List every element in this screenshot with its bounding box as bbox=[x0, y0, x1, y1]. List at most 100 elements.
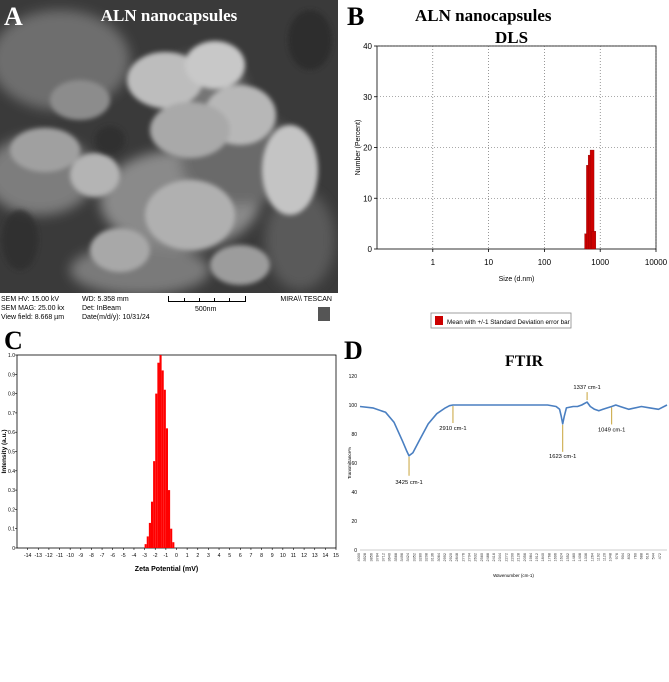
zeta-ylabel: Intensity (a.u.) bbox=[1, 429, 8, 473]
zeta-xtick-label: 12 bbox=[301, 553, 307, 559]
dls-legend-label: Mean with +/-1 Standard Deviation error … bbox=[447, 319, 570, 326]
ftir-xtick-label: 3928 bbox=[363, 553, 367, 561]
panel-c-zeta: C 0 0.1 0.2 0.3 0.4 0.5 0.6 0.7 0.8 0.9 1.0 -14 -13-… bbox=[0, 326, 340, 586]
dls-xtick-label: 100 bbox=[538, 258, 552, 267]
zeta-ytick-label: 0.6 bbox=[8, 430, 15, 436]
ftir-spectrum-line bbox=[359, 401, 668, 457]
zeta-bar bbox=[150, 501, 154, 548]
ftir-xtick-label: 2488 bbox=[486, 553, 490, 561]
zeta-xtick-label: 7 bbox=[249, 553, 252, 559]
ftir-xtick-label: 2344 bbox=[498, 553, 502, 561]
sem-info-column-2: WD: 5.358 mm Det: InBeam Date(m/d/y): 10… bbox=[82, 295, 150, 322]
zeta-bar bbox=[167, 490, 171, 548]
zeta-xtick-label: -7 bbox=[100, 553, 105, 559]
sem-detector: Det: InBeam bbox=[82, 305, 121, 312]
sem-date: Date(m/d/y): 10/31/24 bbox=[82, 314, 150, 321]
ftir-xtick-label: 1624 bbox=[560, 553, 564, 561]
ftir-xtick-label: 2200 bbox=[511, 553, 515, 561]
zeta-ytick-label: 0 bbox=[12, 546, 15, 552]
zeta-bar bbox=[165, 428, 168, 548]
zeta-xtick-label: -13 bbox=[35, 553, 43, 559]
zeta-xtick-label: -1 bbox=[164, 553, 169, 559]
ftir-xtick-label: 1480 bbox=[572, 553, 576, 561]
ftir-ytick-label: 20 bbox=[351, 519, 357, 525]
ftir-xtick-label: 2776 bbox=[461, 553, 465, 561]
panel-b-letter: B bbox=[347, 2, 365, 31]
zeta-xtick-label: 0 bbox=[175, 553, 178, 559]
ftir-xtick-label: 3064 bbox=[437, 553, 441, 561]
ftir-title: FTIR bbox=[505, 353, 544, 370]
panel-c-letter: C bbox=[4, 326, 23, 355]
panel-a-sem: A ALN nanocapsules SEM HV: 15.00 kV SEM … bbox=[0, 0, 338, 326]
zeta-bar bbox=[144, 544, 147, 548]
ftir-xtick-label: 1408 bbox=[578, 553, 582, 561]
dls-ytick-label: 0 bbox=[368, 245, 373, 254]
dls-xtick-label: 1000 bbox=[591, 258, 609, 267]
zeta-xtick-label: 1 bbox=[186, 553, 189, 559]
zeta-xtick-label: 15 bbox=[333, 553, 339, 559]
ftir-xtick-label: 832 bbox=[627, 553, 631, 559]
ftir-xtick-label: 472 bbox=[658, 553, 662, 559]
zeta-ytick-label: 0.9 bbox=[8, 372, 15, 378]
zeta-xtick-label: -10 bbox=[66, 553, 74, 559]
zeta-xtick-label: 13 bbox=[312, 553, 318, 559]
ftir-xtick-label: 2272 bbox=[504, 553, 508, 561]
zeta-xtick-label: -4 bbox=[132, 553, 137, 559]
ftir-xtick-label: 616 bbox=[646, 553, 650, 559]
ftir-xtick-label: 1336 bbox=[584, 553, 588, 561]
ftir-xtick-label: 1768 bbox=[547, 553, 551, 561]
zeta-xtick-label: 5 bbox=[228, 553, 231, 559]
ftir-xtick-label: 1696 bbox=[553, 553, 557, 561]
zeta-xtick-label: 10 bbox=[280, 553, 286, 559]
dls-ytick-label: 30 bbox=[363, 93, 372, 102]
zeta-chart: 00.10.20.30.40.50.60.70.80.91.0-14 -13 -12… bbox=[1, 353, 339, 573]
zeta-ytick-label: 1.0 bbox=[8, 353, 15, 359]
zeta-xtick-label: -9 bbox=[78, 553, 83, 559]
sem-view-field: View field: 8.668 µm bbox=[1, 314, 65, 321]
zeta-bar bbox=[146, 536, 149, 548]
ftir-ytick-label: 0 bbox=[354, 548, 357, 554]
zeta-ytick-label: 0.3 bbox=[8, 488, 15, 494]
sem-scale-label: 500nm bbox=[195, 306, 217, 313]
ftir-xtick-label: 3784 bbox=[375, 553, 379, 561]
ftir-xtick-label: 2416 bbox=[492, 553, 496, 561]
zeta-xlabel: Zeta Potential (mV) bbox=[135, 566, 198, 573]
ftir-xlabel: Wavenumber (cm-1) bbox=[493, 573, 534, 578]
zeta-xtick-label: 4 bbox=[218, 553, 221, 559]
dls-title-line1: ALN nanocapsules bbox=[415, 6, 552, 25]
ftir-xtick-label: 1912 bbox=[535, 553, 539, 561]
ftir-xtick-label: 3352 bbox=[412, 553, 416, 561]
sem-hv: SEM HV: 15.00 kV bbox=[1, 296, 60, 303]
panel-d-ftir: D FTIR 0 20 40 60 80 100 120 4000 3928 3856 3784 37… bbox=[340, 336, 669, 581]
ftir-xtick-label: 2704 bbox=[468, 553, 472, 561]
ftir-xtick-label: 760 bbox=[633, 553, 637, 559]
dls-title-line2: DLS bbox=[495, 28, 529, 47]
zeta-bar bbox=[155, 393, 158, 548]
zeta-xtick-label: -5 bbox=[121, 553, 126, 559]
ftir-xtick-label: 976 bbox=[615, 553, 619, 559]
dls-ylabel: Number (Percent) bbox=[355, 120, 362, 176]
ftir-annotation-label: 1623 cm-1 bbox=[549, 454, 576, 460]
zeta-bar bbox=[161, 370, 164, 548]
zeta-xtick-label: 11 bbox=[291, 553, 296, 559]
ftir-ytick-label: 60 bbox=[351, 461, 357, 467]
dls-ytick-label: 40 bbox=[363, 42, 372, 51]
zeta-xtick-label: -3 bbox=[142, 553, 147, 559]
dls-ytick-label: 10 bbox=[363, 194, 372, 203]
sem-scale-bar bbox=[168, 296, 246, 302]
ftir-xtick-label: 2848 bbox=[455, 553, 459, 561]
dls-xlabel: Size (d.nm) bbox=[499, 276, 535, 283]
dls-legend-box bbox=[430, 312, 572, 329]
panel-b-dls: B ALN nanocapsules DLS 0 10 20 30 40 1 10 100 10… bbox=[340, 0, 669, 333]
ftir-ytick-label: 100 bbox=[349, 403, 358, 409]
zeta-xtick-label: -12 bbox=[45, 553, 53, 559]
ftir-xtick-label: 4000 bbox=[357, 553, 361, 561]
ftir-xtick-label: 1984 bbox=[529, 553, 533, 561]
zeta-bar bbox=[163, 389, 166, 548]
ftir-xtick-label: 544 bbox=[652, 553, 656, 559]
ftir-xtick-label: 1120 bbox=[603, 553, 607, 561]
ftir-ytick-label: 120 bbox=[349, 374, 358, 380]
zeta-xtick-label: -11 bbox=[56, 553, 63, 559]
ftir-annotation-label: 2910 cm-1 bbox=[439, 426, 466, 432]
